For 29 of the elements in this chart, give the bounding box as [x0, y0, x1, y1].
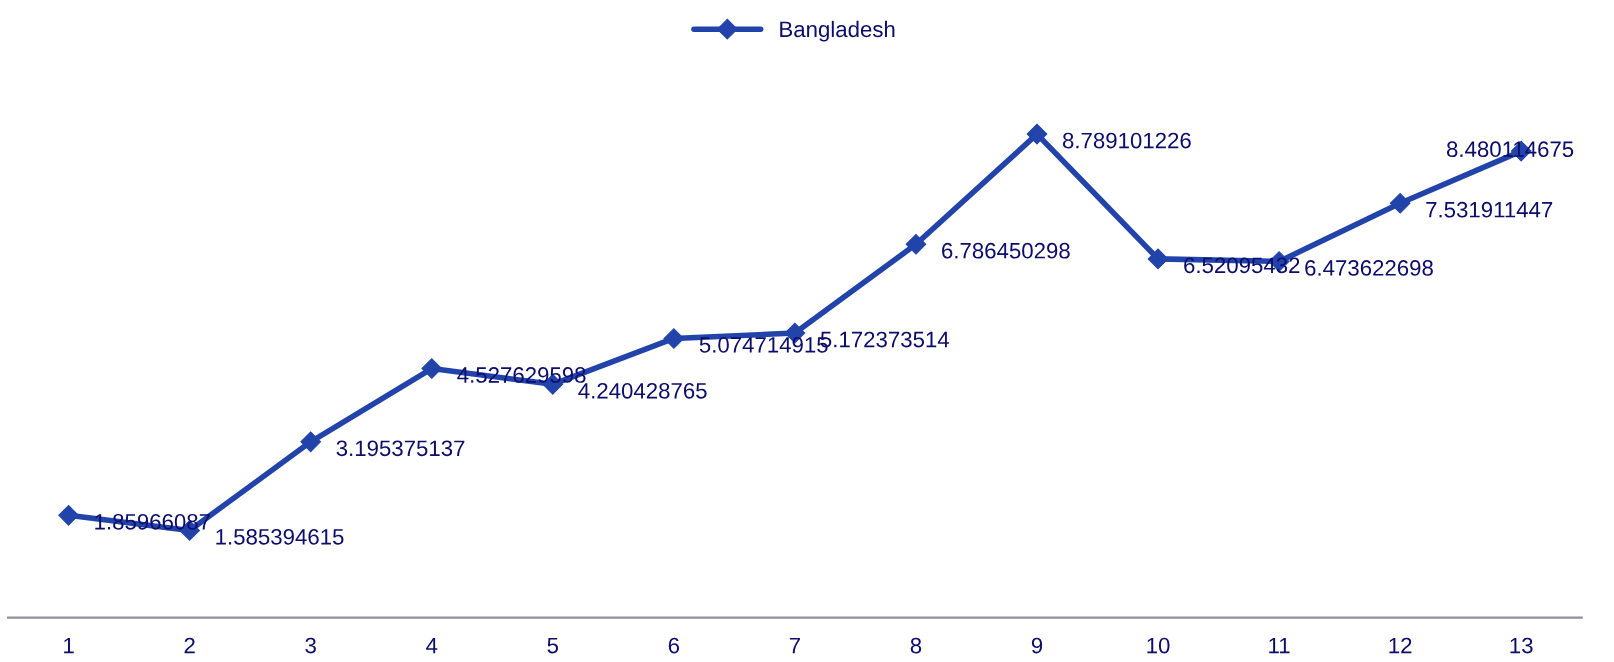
x-tick-label: 10 — [1147, 637, 1170, 654]
data-label: 3.195375137 — [336, 440, 465, 457]
point — [300, 431, 322, 453]
point — [421, 358, 443, 379]
data-label: 1.585394615 — [216, 528, 344, 545]
x-tick-label: 6 — [668, 637, 680, 654]
point — [1147, 248, 1169, 270]
x-tick-label: 5 — [547, 637, 559, 654]
x-tick-label: 13 — [1510, 637, 1533, 654]
x-tick-label: 1 — [64, 637, 74, 654]
data-label: 8.789101226 — [1062, 132, 1191, 149]
point — [58, 504, 79, 526]
point — [1026, 123, 1048, 145]
x-tick-label: 2 — [184, 637, 195, 654]
x-tick-label: 4 — [426, 637, 438, 654]
point — [1389, 192, 1411, 214]
x-tick-label: 8 — [910, 637, 922, 654]
point — [663, 328, 685, 349]
x-tick-label: 12 — [1389, 637, 1412, 654]
legend-label: Bangladesh — [780, 20, 895, 42]
point — [905, 233, 927, 255]
data-label: 6.473622698 — [1305, 260, 1433, 276]
data-label: 6.786450298 — [942, 242, 1070, 259]
data-label: 7.531911447 — [1426, 201, 1553, 218]
x-tick-label: 7 — [789, 637, 800, 654]
x-tick-label: 3 — [305, 637, 316, 654]
data-label: 4.240428765 — [578, 382, 707, 399]
x-tick-label: 9 — [1031, 637, 1043, 654]
x-tick-label: 11 — [1269, 637, 1290, 654]
